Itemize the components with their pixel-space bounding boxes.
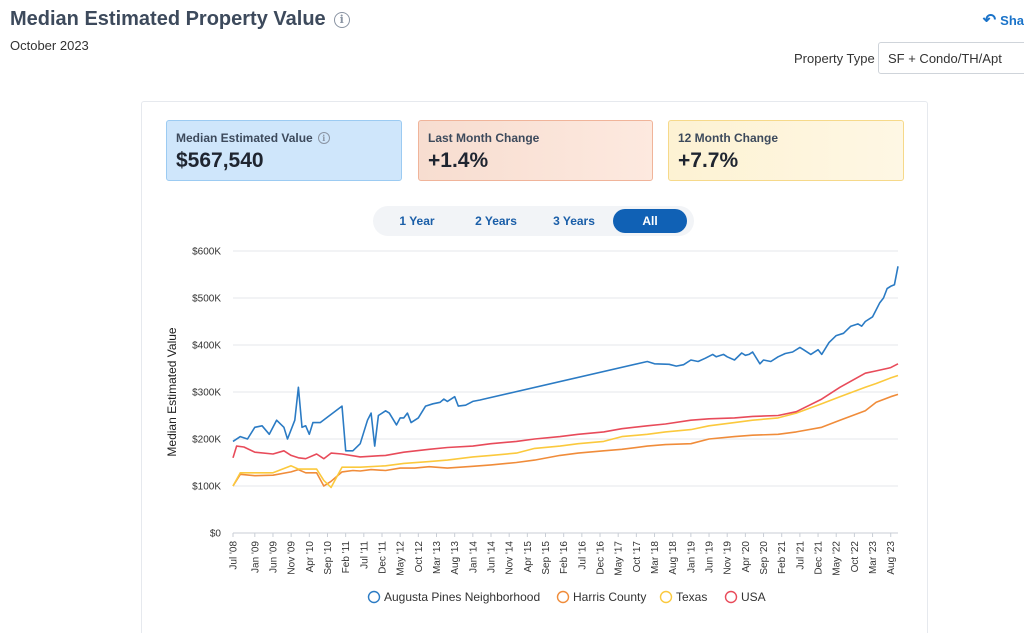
stat-label: 12 Month Change	[678, 131, 779, 145]
legend-label: Augusta Pines Neighborhood	[384, 590, 540, 604]
property-type-select[interactable]: SF + Condo/TH/Apt	[878, 42, 1024, 74]
x-tick-label: Jan '14	[468, 541, 479, 573]
x-tick-label: Mar '13	[432, 541, 443, 574]
x-tick-label: Dec '11	[377, 541, 388, 574]
x-tick-label: Aug '13	[450, 541, 461, 575]
x-tick-label: Aug '23	[886, 541, 897, 575]
y-tick-label: $100K	[192, 482, 221, 493]
legend: Augusta Pines Neighborhood Harris County T…	[367, 590, 766, 604]
x-tick-label: Feb '16	[559, 541, 570, 574]
x-tick-label: May '12	[396, 541, 407, 576]
legend-item[interactable]: Augusta Pines Neighborhood	[367, 590, 541, 604]
property-type-value: SF + Condo/TH/Apt	[888, 51, 1002, 66]
y-tick-label: $200K	[192, 435, 221, 446]
stat-value: +7.7%	[678, 149, 739, 172]
y-tick-label: $0	[210, 529, 222, 540]
x-tick-label: Feb '11	[341, 541, 352, 574]
share-button[interactable]: ↶ Sha	[983, 10, 1024, 30]
legend-label: Texas	[676, 590, 707, 604]
x-tick-labels: Jul '08 Jan '09 Jun '09 Nov '09 Apr '10 Sep '…	[229, 533, 897, 576]
x-tick-label: Sep '15	[541, 541, 552, 575]
y-tick-label: $500K	[192, 294, 221, 305]
share-icon: ↶	[982, 12, 997, 29]
x-tick-label: Apr '15	[523, 541, 534, 573]
property-type-label: Property Type	[794, 51, 875, 66]
x-tick-label: Jun '19	[705, 541, 716, 573]
x-tick-label: May '17	[614, 541, 625, 576]
x-tick-label: May '22	[832, 541, 843, 576]
y-tick-label: $400K	[192, 341, 221, 352]
stat-median-value: Median Estimated Value i $567,540	[166, 120, 402, 181]
x-tick-label: Dec '21	[814, 541, 825, 575]
series-layer	[232, 266, 899, 489]
x-tick-label: Apr '10	[305, 541, 316, 573]
x-tick-label: Jan '09	[250, 541, 261, 573]
legend-label: USA	[741, 590, 766, 604]
x-tick-label: Jun '14	[487, 541, 498, 573]
x-tick-label: Nov '19	[723, 541, 734, 575]
x-tick-label: Oct '17	[632, 541, 643, 573]
x-tick-label: Oct '22	[850, 541, 861, 573]
series-line-usa[interactable]	[232, 363, 899, 460]
info-icon[interactable]: i	[317, 132, 330, 144]
stat-label: Last Month Change	[428, 131, 540, 145]
legend-label: Harris County	[573, 590, 646, 604]
x-tick-label: Jul '21	[795, 541, 806, 570]
x-tick-label: Sep '10	[323, 541, 334, 575]
range-2-years-button[interactable]: 2 Years	[475, 214, 517, 228]
time-range-selector: 1 Year 2 Years 3 Years All	[373, 206, 694, 236]
legend-marker	[367, 590, 381, 604]
y-tick-labels: $0 $100K $200K $300K $400K $500K $600K	[192, 247, 221, 540]
y-axis-title: Median Estimated Value	[165, 327, 179, 457]
legend-item[interactable]: USA	[724, 590, 766, 604]
x-tick-label: Jul '08	[229, 541, 240, 570]
info-icon[interactable]: i	[333, 11, 350, 28]
x-tick-label: Oct '12	[414, 541, 425, 573]
x-tick-label: Mar '23	[868, 541, 879, 574]
x-tick-label: Apr '20	[741, 541, 752, 573]
x-tick-label: Nov '09	[287, 541, 298, 575]
share-label: Sha	[1000, 12, 1024, 28]
legend-marker	[659, 590, 673, 604]
title-row: Median Estimated Property Value i	[10, 8, 350, 31]
stat-value: +1.4%	[428, 149, 489, 172]
legend-marker	[556, 590, 570, 604]
x-tick-label: Feb '21	[777, 541, 788, 574]
stat-value: $567,540	[176, 149, 264, 172]
x-tick-label: Jul '11	[359, 541, 370, 569]
date-label: October 2023	[10, 38, 89, 53]
stat-12-month-change: 12 Month Change +7.7%	[668, 120, 904, 181]
x-tick-label: Mar '18	[650, 541, 661, 574]
x-tick-label: Jan '19	[686, 541, 697, 573]
series-line-texas[interactable]	[232, 374, 899, 489]
y-tick-label: $600K	[192, 247, 221, 258]
x-tick-label: Sep '20	[759, 541, 770, 575]
range-1-year-button[interactable]: 1 Year	[399, 214, 435, 228]
range-3-years-button[interactable]: 3 Years	[553, 214, 595, 228]
grid-layer	[233, 250, 898, 534]
chart-card: Median Estimated Value i $567,540 Last M…	[141, 101, 928, 633]
page-title: Median Estimated Property Value	[10, 8, 326, 30]
series-line-harris-county[interactable]	[232, 393, 899, 487]
x-tick-label: Jun '09	[268, 541, 279, 573]
stat-last-month-change: Last Month Change +1.4%	[418, 120, 653, 181]
legend-item[interactable]: Harris County	[556, 590, 647, 604]
stat-label: Median Estimated Value i	[176, 131, 392, 145]
x-tick-label: Jul '16	[577, 541, 588, 570]
y-tick-label: $300K	[192, 388, 221, 399]
legend-item[interactable]: Texas	[659, 590, 708, 604]
x-tick-label: Nov '14	[505, 541, 516, 575]
x-tick-label: Aug '18	[668, 541, 679, 575]
x-tick-label: Dec '16	[596, 541, 607, 575]
range-all-button[interactable]: All	[613, 209, 687, 233]
legend-marker	[724, 590, 738, 604]
series-line-augusta-pines-neighborhood[interactable]	[232, 266, 899, 452]
stat-label-text: Median Estimated Value	[176, 131, 313, 145]
